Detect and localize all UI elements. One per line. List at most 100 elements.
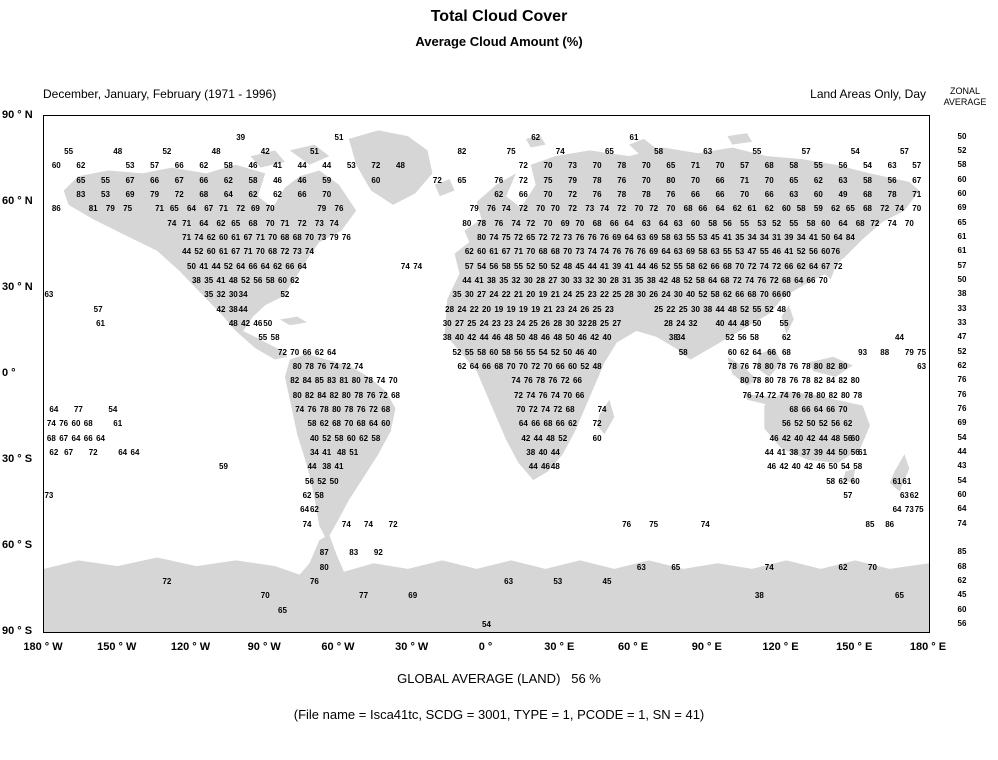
grid-value: 78 bbox=[752, 376, 762, 386]
grid-value: 38 bbox=[789, 447, 799, 457]
zonal-average-value: 47 bbox=[957, 332, 967, 342]
grid-value: 66 bbox=[518, 189, 528, 199]
grid-value: 63 bbox=[789, 189, 799, 199]
grid-value: 61 bbox=[489, 247, 499, 257]
grid-value: 76 bbox=[789, 361, 799, 371]
grid-value: 28 bbox=[624, 290, 634, 300]
grid-value: 80 bbox=[341, 390, 351, 400]
grid-value: 70 bbox=[563, 247, 573, 257]
grid-value: 60 bbox=[850, 433, 860, 443]
zonal-average-value: 69 bbox=[957, 203, 967, 213]
grid-value: 83 bbox=[76, 189, 86, 199]
lon-axis-label: 30 ° W bbox=[395, 641, 429, 653]
grid-value: 75 bbox=[914, 505, 924, 515]
grid-value: 62 bbox=[732, 204, 742, 214]
grid-value: 21 bbox=[514, 290, 523, 300]
grid-value: 45 bbox=[575, 261, 585, 271]
grid-value: 69 bbox=[649, 247, 659, 257]
grid-value: 72 bbox=[769, 275, 779, 285]
grid-value: 69 bbox=[250, 204, 260, 214]
grid-value: 78 bbox=[364, 376, 373, 386]
grid-value: 41 bbox=[199, 261, 209, 271]
grid-value: 60 bbox=[346, 433, 356, 443]
grid-value: 56 bbox=[843, 433, 853, 443]
grid-value: 74 bbox=[541, 404, 550, 414]
grid-value: 76 bbox=[538, 390, 548, 400]
zonal-average-value: 69 bbox=[957, 418, 967, 428]
grid-value: 26 bbox=[541, 318, 550, 328]
grid-value: 48 bbox=[396, 161, 405, 171]
grid-value: 76 bbox=[523, 376, 533, 386]
grid-value: 34 bbox=[759, 232, 769, 242]
grid-value: 66 bbox=[575, 390, 585, 400]
grid-value: 41 bbox=[334, 462, 344, 472]
grid-value: 72 bbox=[88, 447, 98, 457]
grid-value: 60 bbox=[727, 347, 737, 357]
grid-value: 68 bbox=[391, 390, 400, 400]
grid-value: 39 bbox=[612, 261, 622, 271]
grid-value: 62 bbox=[909, 490, 919, 500]
world-land-silhouette bbox=[44, 130, 929, 632]
grid-value: 74 bbox=[587, 247, 597, 257]
grid-value: 57 bbox=[93, 304, 103, 314]
land-sumatra bbox=[727, 356, 757, 386]
grid-value: 70 bbox=[543, 218, 553, 228]
lon-axis-label: 120 ° E bbox=[762, 641, 799, 653]
grid-value: 66 bbox=[715, 189, 725, 199]
grid-value: 48 bbox=[727, 304, 737, 314]
grid-value: 70 bbox=[759, 290, 769, 300]
grid-value: 66 bbox=[555, 419, 565, 429]
grid-value: 67 bbox=[501, 247, 511, 257]
grid-value: 93 bbox=[858, 347, 868, 357]
grid-value: 44 bbox=[297, 161, 307, 171]
grid-value: 72 bbox=[371, 161, 381, 171]
grid-value: 76 bbox=[356, 404, 366, 414]
grid-value: 63 bbox=[673, 218, 683, 228]
grid-value: 72 bbox=[833, 261, 843, 271]
grid-value: 38 bbox=[442, 333, 452, 343]
grid-value: 56 bbox=[722, 218, 732, 228]
grid-value: 28 bbox=[445, 304, 455, 314]
grid-value: 82 bbox=[838, 376, 848, 386]
grid-value: 20 bbox=[526, 290, 536, 300]
grid-value: 25 bbox=[600, 318, 609, 328]
grid-value: 55 bbox=[258, 333, 268, 343]
grid-value: 62 bbox=[248, 189, 258, 199]
grid-value: 68 bbox=[280, 232, 290, 242]
grid-value: 80 bbox=[764, 376, 774, 386]
grid-value: 68 bbox=[855, 218, 865, 228]
grid-value: 58 bbox=[750, 333, 759, 343]
grid-value: 61 bbox=[96, 318, 105, 328]
grid-value: 58 bbox=[710, 290, 720, 300]
grid-value: 59 bbox=[219, 462, 228, 472]
grid-value: 79 bbox=[105, 204, 115, 214]
grid-value: 80 bbox=[477, 232, 487, 242]
grid-value: 66 bbox=[199, 175, 209, 185]
grid-value: 25 bbox=[592, 304, 602, 314]
grid-value: 41 bbox=[624, 261, 634, 271]
grid-value: 68 bbox=[494, 361, 504, 371]
grid-value: 66 bbox=[482, 361, 491, 371]
grid-value: 46 bbox=[575, 347, 585, 357]
grid-value: 64 bbox=[715, 204, 725, 214]
lon-axis-label: 90 ° E bbox=[691, 641, 722, 653]
lon-axis-label: 60 ° E bbox=[617, 641, 649, 653]
grid-value: 30 bbox=[673, 290, 683, 300]
grid-value: 66 bbox=[285, 261, 295, 271]
grid-value: 60 bbox=[850, 476, 860, 486]
grid-value: 58 bbox=[223, 161, 233, 171]
grid-value: 63 bbox=[504, 576, 514, 586]
grid-value: 60 bbox=[51, 161, 61, 171]
grid-value: 71 bbox=[219, 204, 228, 214]
grid-value: 69 bbox=[612, 232, 622, 242]
grid-value: 57 bbox=[801, 146, 811, 156]
grid-value: 58 bbox=[371, 433, 381, 443]
grid-value: 64 bbox=[469, 361, 479, 371]
grid-value: 52 bbox=[772, 218, 782, 228]
grid-value: 72 bbox=[568, 204, 577, 214]
grid-value: 64 bbox=[661, 247, 671, 257]
grid-value: 25 bbox=[575, 290, 585, 300]
grid-value: 82 bbox=[457, 146, 467, 156]
grid-value: 72 bbox=[278, 347, 287, 357]
